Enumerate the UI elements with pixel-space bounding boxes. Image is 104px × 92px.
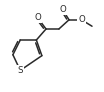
- Text: O: O: [34, 13, 41, 22]
- Text: O: O: [78, 15, 85, 24]
- Text: S: S: [17, 66, 23, 75]
- Text: O: O: [59, 5, 66, 14]
